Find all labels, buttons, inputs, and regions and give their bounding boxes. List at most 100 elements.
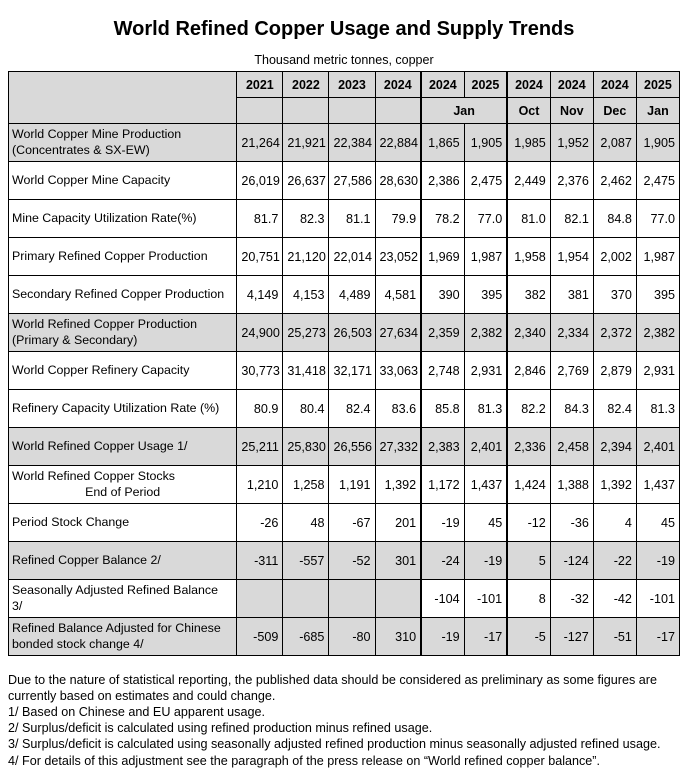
value-cell: 1,905 [635, 123, 681, 162]
row-label: Refined Copper Balance 2/ [7, 541, 238, 580]
value-cell: 2,931 [463, 351, 508, 390]
value-cell: 81.7 [236, 199, 284, 238]
value-cell: 84.8 [592, 199, 637, 238]
value-cell: 381 [549, 275, 594, 314]
row-label-line: Secondary Refined Copper Production [12, 286, 225, 301]
value-cell: 370 [592, 275, 637, 314]
value-cell: -557 [282, 541, 330, 580]
row-label-line: (Primary & Secondary) [12, 332, 138, 347]
row-label-line: World Copper Mine Production [12, 127, 182, 141]
value-cell: 82.3 [282, 199, 330, 238]
value-cell [236, 579, 284, 618]
value-cell: 77.0 [463, 199, 508, 238]
value-cell: -52 [328, 541, 376, 580]
row-label: Refined Balance Adjusted for Chinese bond… [7, 617, 238, 656]
value-cell: 82.1 [549, 199, 594, 238]
value-cell: 25,211 [236, 427, 284, 466]
value-cell: 382 [506, 275, 551, 314]
footnotes: Due to the nature of statistical reporti… [8, 672, 680, 769]
value-cell: 27,586 [328, 161, 376, 200]
table-row: World Copper Mine Production (Concentrate… [7, 123, 681, 162]
table-header: 2021 2022 2023 2024 2024 2025 2024 2024 2024 2025… [7, 71, 681, 124]
value-cell: 30,773 [236, 351, 284, 390]
value-cell: 2,359 [420, 313, 465, 352]
table-row: Refinery Capacity Utilization Rate (%) 80… [7, 389, 681, 428]
value-cell: 82.4 [328, 389, 376, 428]
value-cell: 2,879 [592, 351, 637, 390]
value-cell: 2,401 [463, 427, 508, 466]
value-cell: 2,002 [592, 237, 637, 276]
value-cell: 27,634 [374, 313, 422, 352]
value-cell: 82.4 [592, 389, 637, 428]
value-cell: 1,258 [282, 465, 330, 504]
value-cell: -685 [282, 617, 330, 656]
value-cell: 1,388 [549, 465, 594, 504]
value-cell: 2,382 [463, 313, 508, 352]
value-cell: 81.3 [463, 389, 508, 428]
value-cell: -19 [635, 541, 681, 580]
year-header: 2021 [236, 71, 284, 98]
value-cell: 26,503 [328, 313, 376, 352]
value-cell: -32 [549, 579, 594, 618]
footnote: Due to the nature of statistical reporti… [8, 673, 657, 704]
value-cell: 32,171 [328, 351, 376, 390]
value-cell: 1,191 [328, 465, 376, 504]
value-cell: 28,630 [374, 161, 422, 200]
table-row: Period Stock Change -26 48 -67 201 -19 45 -12 -3… [7, 503, 681, 542]
value-cell [374, 579, 422, 618]
value-cell: 1,985 [506, 123, 551, 162]
value-cell: 2,376 [549, 161, 594, 200]
value-cell: 2,382 [635, 313, 681, 352]
value-cell: 2,336 [506, 427, 551, 466]
table-row: World Refined Copper Usage 1/25,211 25,83… [7, 427, 681, 466]
value-cell: 1,172 [420, 465, 465, 504]
header-month-row: Jan Oct Nov Dec Jan [9, 97, 681, 124]
value-cell: 77.0 [635, 199, 681, 238]
row-label-line: Refinery Capacity Utilization Rate (%) [12, 400, 220, 415]
value-cell: 80.4 [282, 389, 330, 428]
value-cell: 1,210 [236, 465, 284, 504]
value-cell: 390 [420, 275, 465, 314]
table-row: Primary Refined Copper Production 20,751 2… [7, 237, 681, 276]
value-cell: 1,437 [463, 465, 508, 504]
value-cell: 24,900 [236, 313, 284, 352]
row-label: Primary Refined Copper Production [7, 237, 238, 276]
row-label: World Refined Copper Usage 1/ [7, 427, 238, 466]
value-cell: 25,830 [282, 427, 330, 466]
blank-header-cell [328, 97, 376, 124]
value-cell: -509 [236, 617, 284, 656]
value-cell: 4,153 [282, 275, 330, 314]
value-cell: 201 [374, 503, 422, 542]
value-cell: 1,905 [463, 123, 508, 162]
row-label: Refinery Capacity Utilization Rate (%) [7, 389, 238, 428]
value-cell: 33,063 [374, 351, 422, 390]
value-cell: 4 [592, 503, 637, 542]
value-cell: -5 [506, 617, 551, 656]
value-cell: 20,751 [236, 237, 284, 276]
value-cell: 22,384 [328, 123, 376, 162]
value-cell: 4,581 [374, 275, 422, 314]
year-header: 2023 [328, 71, 376, 98]
value-cell: 26,556 [328, 427, 376, 466]
row-label: Secondary Refined Copper Production [7, 275, 238, 314]
row-label: Seasonally Adjusted Refined Balance 3/ [7, 579, 238, 618]
table-subtitle: Thousand metric tonnes, copper [254, 53, 434, 67]
table-row: World Refined Copper Production (Primary … [7, 313, 681, 352]
row-label-line: World Refined Copper Production [12, 317, 198, 331]
value-cell: -101 [463, 579, 508, 618]
value-cell: -51 [592, 617, 637, 656]
value-cell: 2,846 [506, 351, 551, 390]
table-row: Seasonally Adjusted Refined Balance 3/ -10… [7, 579, 681, 618]
value-cell: 22,884 [374, 123, 422, 162]
value-cell: 8 [506, 579, 551, 618]
value-cell: 83.6 [374, 389, 422, 428]
value-cell: 1,969 [420, 237, 465, 276]
value-cell: 31,418 [282, 351, 330, 390]
value-cell: 80.9 [236, 389, 284, 428]
value-cell: 2,394 [592, 427, 637, 466]
value-cell: -19 [420, 503, 465, 542]
value-cell: 2,475 [635, 161, 681, 200]
value-cell: -17 [463, 617, 508, 656]
value-cell: 2,769 [549, 351, 594, 390]
